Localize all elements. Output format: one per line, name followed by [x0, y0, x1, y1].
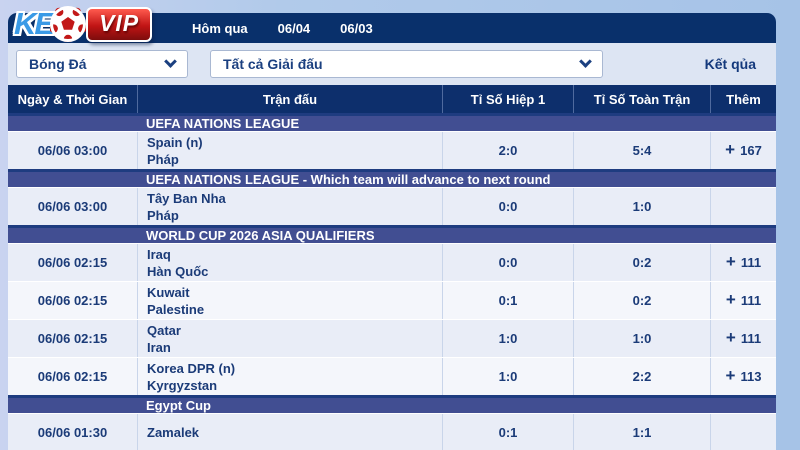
match-teams: Spain (n) Pháp: [137, 132, 442, 169]
away-team: Pháp: [147, 151, 179, 167]
more-odds-button[interactable]: 167: [711, 132, 776, 169]
match-datetime: 06/06 03:00: [37, 143, 108, 158]
sport-select[interactable]: Bóng Đá: [16, 50, 188, 78]
match-row[interactable]: 06/06 02:15 Iraq Hàn Quốc 0:0 0:2 111: [8, 243, 776, 281]
away-team: Iran: [147, 339, 171, 355]
table-body: UEFA NATIONS LEAGUE 06/06 03:00 Spain (n…: [8, 113, 776, 450]
more-odds-count: 167: [740, 143, 762, 158]
fulltime-score: 0:2: [573, 244, 710, 281]
soccer-ball-icon: [50, 6, 87, 42]
away-team: Hàn Quốc: [147, 263, 209, 279]
match-teams: Korea DPR (n) Kyrgyzstan: [137, 358, 442, 395]
fulltime-score: 1:0: [573, 320, 710, 357]
tab-yesterday[interactable]: Hôm qua: [192, 20, 248, 36]
competition-title: UEFA NATIONS LEAGUE: [146, 116, 300, 131]
match-row[interactable]: 06/06 02:15 Qatar Iran 1:0 1:0 111: [8, 319, 776, 357]
logo-ke-text: KE: [14, 6, 55, 41]
fulltime-score: 1:0: [573, 188, 710, 225]
match-row[interactable]: 06/06 01:30 Zamalek 0:1 1:1: [8, 413, 776, 450]
home-team: Tây Ban Nha: [147, 190, 226, 206]
league-select-value: Tất cả Giải đấu: [223, 56, 323, 72]
halftime-score: 1:0: [442, 358, 573, 395]
match-teams: Tây Ban Nha Pháp: [137, 188, 442, 225]
competition-section-header: Egypt Cup: [8, 395, 776, 413]
match-datetime: 06/06 02:15: [37, 255, 108, 270]
plus-icon: [725, 141, 735, 158]
chevron-down-icon: [579, 55, 592, 68]
fulltime-score: 5:4: [573, 132, 710, 169]
competition-section-header: UEFA NATIONS LEAGUE - Which team will ad…: [8, 169, 776, 187]
header-fulltime-score: Tỉ Số Toàn Trận: [573, 85, 710, 113]
league-select[interactable]: Tất cả Giải đấu: [210, 50, 603, 78]
competition-section-header: WORLD CUP 2026 ASIA QUALIFIERS: [8, 225, 776, 243]
match-datetime: 06/06 03:00: [37, 199, 108, 214]
more-odds-button[interactable]: 113: [711, 358, 776, 395]
home-team: Iraq: [147, 246, 171, 262]
table-header-row: Ngày & Thời Gian Trận đấu Tỉ Số Hiệp 1 T…: [8, 85, 776, 113]
sport-select-value: Bóng Đá: [29, 56, 87, 72]
header-more: Thêm: [710, 85, 776, 113]
header-match: Trận đấu: [137, 85, 442, 113]
keovip-logo[interactable]: KE VIP: [14, 6, 153, 42]
header-halftime-score: Tỉ Số Hiệp 1: [442, 85, 573, 113]
home-team: Spain (n): [147, 134, 203, 150]
away-team: Palestine: [147, 301, 205, 317]
competition-title: WORLD CUP 2026 ASIA QUALIFIERS: [146, 228, 375, 243]
match-datetime: 06/06 02:15: [37, 293, 108, 308]
more-odds-button[interactable]: 111: [711, 244, 776, 281]
match-datetime: 06/06 02:15: [37, 331, 108, 346]
more-odds-count: 111: [740, 293, 762, 308]
match-row[interactable]: 06/06 03:00 Spain (n) Pháp 2:0 5:4 167: [8, 131, 776, 169]
fulltime-score: 0:2: [573, 282, 710, 319]
logo-vip-badge: VIP: [86, 6, 153, 42]
competition-title: UEFA NATIONS LEAGUE - Which team will ad…: [146, 172, 551, 187]
more-odds-button[interactable]: 111: [711, 320, 776, 357]
competition-title: Egypt Cup: [146, 398, 211, 413]
plus-icon: [726, 367, 736, 384]
logo-vip-text: VIP: [99, 9, 140, 36]
competition-section-header: UEFA NATIONS LEAGUE: [8, 113, 776, 131]
filter-bar: Bóng Đá Tất cả Giải đấu Kết qủa: [8, 43, 776, 85]
match-datetime: 06/06 02:15: [37, 369, 108, 384]
home-team: Korea DPR (n): [147, 360, 236, 376]
more-odds-count: 111: [740, 255, 762, 270]
match-teams: Kuwait Palestine: [137, 282, 442, 319]
halftime-score: 2:0: [442, 132, 573, 169]
halftime-score: 0:1: [442, 414, 573, 450]
halftime-score: 0:1: [442, 282, 573, 319]
away-team: Pháp: [147, 207, 179, 223]
home-team: Zamalek: [147, 425, 200, 440]
more-odds-button[interactable]: 111: [711, 282, 776, 319]
halftime-score: 0:0: [442, 188, 573, 225]
match-teams: Iraq Hàn Quốc: [137, 244, 442, 281]
tab-date-0603[interactable]: 06/03: [340, 20, 373, 36]
home-team: Qatar: [147, 322, 181, 338]
fulltime-score: 1:1: [573, 414, 710, 450]
match-row[interactable]: 06/06 03:00 Tây Ban Nha Pháp 0:0 1:0: [8, 187, 776, 225]
results-link[interactable]: Kết qủa: [704, 56, 756, 72]
away-team: Kyrgyzstan: [147, 377, 218, 393]
tab-date-0604[interactable]: 06/04: [277, 20, 311, 36]
page-wrapper: KE VIP Hôm qua 06/04 06/03 Bóng Đá Tất c…: [8, 6, 776, 450]
more-odds-count: 111: [740, 331, 762, 346]
match-teams: Qatar Iran: [137, 320, 442, 357]
match-datetime: 06/06 01:30: [37, 425, 108, 440]
chevron-down-icon: [164, 55, 177, 68]
match-row[interactable]: 06/06 02:15 Kuwait Palestine 0:1 0:2 111: [8, 281, 776, 319]
home-team: Kuwait: [147, 284, 190, 300]
plus-icon: [726, 253, 736, 270]
halftime-score: 1:0: [442, 320, 573, 357]
match-row[interactable]: 06/06 02:15 Korea DPR (n) Kyrgyzstan 1:0…: [8, 357, 776, 395]
match-teams: Zamalek: [137, 414, 442, 450]
header-datetime: Ngày & Thời Gian: [17, 91, 128, 107]
plus-icon: [726, 329, 736, 346]
more-odds-count: 113: [740, 369, 762, 384]
plus-icon: [726, 291, 736, 308]
halftime-score: 0:0: [442, 244, 573, 281]
fulltime-score: 2:2: [573, 358, 710, 395]
